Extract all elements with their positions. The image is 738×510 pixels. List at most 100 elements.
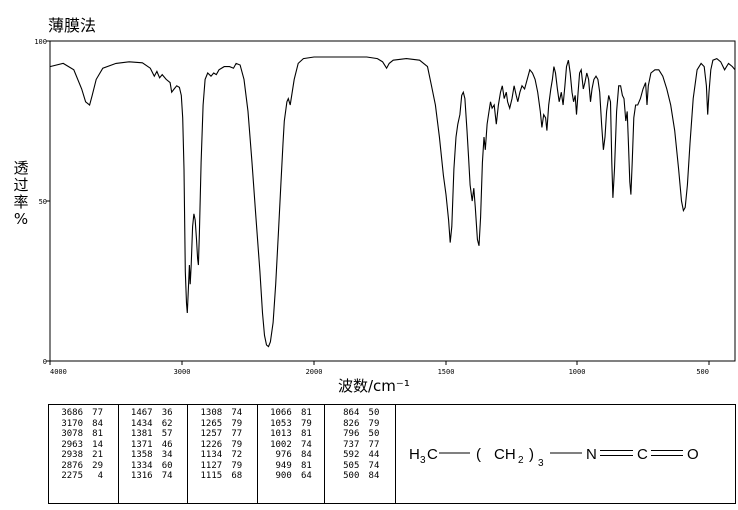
peak-table: 3686 77 3170 84 3078 81 2963 14 2938 21 2876 29 2275… xyxy=(48,404,396,504)
peak-transmittance: 46 xyxy=(161,439,173,450)
peak-wavenumber: 1257 xyxy=(200,429,223,439)
peak-wavenumber: 2963 xyxy=(61,439,83,450)
peak-transmittance: 81 xyxy=(92,429,103,439)
peak-wavenumber: 1334 xyxy=(130,460,153,471)
peak-wavenumber: 1134 xyxy=(200,450,223,460)
peak-wavenumber: 737 xyxy=(343,439,360,450)
peak-wavenumber: 1226 xyxy=(200,439,223,450)
peak-row: 976 84 xyxy=(262,450,325,461)
peak-row: 3170 84 xyxy=(53,419,118,430)
sample-method-label: 薄膜法 xyxy=(48,16,97,35)
peak-transmittance: 50 xyxy=(368,408,380,418)
peak-transmittance: 84 xyxy=(368,471,380,481)
formula-h-subscript: 3 xyxy=(420,455,426,466)
peak-transmittance: 36 xyxy=(161,408,173,418)
formula-repeat-count: 3 xyxy=(538,458,544,469)
transmittance-trace xyxy=(49,56,736,348)
peak-row: 1371 46 xyxy=(123,440,188,451)
peak-row: 2938 21 xyxy=(53,450,118,461)
formula-ch: CH xyxy=(494,446,516,463)
formula-o: O xyxy=(687,446,699,463)
plot-frame xyxy=(49,40,736,362)
peak-row: 1257 77 xyxy=(192,429,257,440)
peak-wavenumber: 1316 xyxy=(130,471,153,481)
peak-column: 3686 77 3170 84 3078 81 2963 14 2938 21 2876 29 2275… xyxy=(49,405,119,503)
peak-wavenumber: 3170 xyxy=(61,418,83,429)
peak-row: 1013 81 xyxy=(262,429,325,440)
peak-row: 900 64 xyxy=(262,471,325,482)
peak-wavenumber: 2275 xyxy=(61,471,83,481)
peak-row: 1127 79 xyxy=(192,461,257,472)
peak-transmittance: 79 xyxy=(300,418,312,429)
peak-transmittance: 74 xyxy=(161,471,173,481)
peak-wavenumber: 900 xyxy=(275,471,292,481)
peak-transmittance: 81 xyxy=(300,408,312,418)
peak-row: 3078 81 xyxy=(53,429,118,440)
peak-wavenumber: 1115 xyxy=(200,471,223,481)
peak-wavenumber: 3078 xyxy=(61,429,83,439)
peak-wavenumber: 1434 xyxy=(130,418,153,429)
peak-transmittance: 74 xyxy=(300,439,312,450)
peak-transmittance: 44 xyxy=(368,450,380,460)
peak-row: 1002 74 xyxy=(262,440,325,451)
peak-transmittance: 60 xyxy=(161,460,173,471)
formula-n: N xyxy=(586,446,597,463)
peak-wavenumber: 949 xyxy=(275,460,292,471)
peak-transmittance: 77 xyxy=(92,408,103,418)
formula-h: H xyxy=(409,446,420,463)
peak-row: 1265 79 xyxy=(192,419,257,430)
peak-transmittance: 50 xyxy=(368,429,380,439)
peak-row: 1358 34 xyxy=(123,450,188,461)
formula-close-paren: ) xyxy=(529,446,534,463)
y-axis-label-char: 过 xyxy=(13,176,29,194)
peak-transmittance: 79 xyxy=(231,460,243,471)
x-axis-label: 波数/cm⁻¹ xyxy=(338,377,410,395)
peak-row: 1134 72 xyxy=(192,450,257,461)
peak-transmittance: 84 xyxy=(300,450,312,460)
peak-wavenumber: 1265 xyxy=(200,418,223,429)
peak-transmittance: 79 xyxy=(231,418,243,429)
peak-transmittance: 14 xyxy=(92,439,103,450)
peak-row: 2876 29 xyxy=(53,461,118,472)
y-tick-label: 100 xyxy=(34,38,47,46)
peak-row: 1467 36 xyxy=(123,408,188,419)
peak-row: 826 79 xyxy=(329,419,395,430)
peak-row: 949 81 xyxy=(262,461,325,472)
y-tick-label: 0 xyxy=(43,358,47,366)
peak-wavenumber: 1381 xyxy=(130,429,153,439)
peak-row: 2963 14 xyxy=(53,440,118,451)
peak-wavenumber: 1358 xyxy=(130,450,153,460)
peak-wavenumber: 500 xyxy=(343,471,360,481)
peak-wavenumber: 592 xyxy=(343,450,360,460)
peak-row: 2275 4 xyxy=(53,471,118,482)
peak-row: 1226 79 xyxy=(192,440,257,451)
y-tick-label: 50 xyxy=(39,198,47,206)
peak-transmittance: 79 xyxy=(231,439,243,450)
peak-wavenumber: 1308 xyxy=(200,408,223,418)
y-axis-label-char: % xyxy=(13,210,29,228)
peak-row: 1381 57 xyxy=(123,429,188,440)
peak-wavenumber: 1013 xyxy=(270,429,292,439)
peak-row: 1434 62 xyxy=(123,419,188,430)
peak-transmittance: 21 xyxy=(92,450,103,460)
peak-wavenumber: 796 xyxy=(343,429,360,439)
peak-row: 796 50 xyxy=(329,429,395,440)
peak-row: 737 77 xyxy=(329,440,395,451)
peak-wavenumber: 1002 xyxy=(270,439,292,450)
peak-wavenumber: 1467 xyxy=(130,408,153,418)
peak-row: 505 74 xyxy=(329,461,395,472)
formula-c2: C xyxy=(637,446,648,463)
peak-column: 1467 36 1434 62 1381 57 1371 46 1358 34 1334 60 1316… xyxy=(119,405,189,503)
peak-row: 1053 79 xyxy=(262,419,325,430)
peak-wavenumber: 1053 xyxy=(270,418,292,429)
formula-ch-subscript: 2 xyxy=(518,455,524,466)
peak-column: 1066 81 1053 79 1013 81 1002 74 976 84 949 81 900 64 xyxy=(258,405,326,503)
peak-transmittance: 84 xyxy=(92,418,103,429)
x-tick-label: 3000 xyxy=(174,368,191,376)
peak-wavenumber: 1371 xyxy=(130,439,153,450)
formula-open-paren: ( xyxy=(476,446,481,463)
peak-row: 1066 81 xyxy=(262,408,325,419)
peak-transmittance: 4 xyxy=(97,471,103,481)
x-tick-label: 4000 xyxy=(50,368,67,376)
peak-row: 864 50 xyxy=(329,408,395,419)
